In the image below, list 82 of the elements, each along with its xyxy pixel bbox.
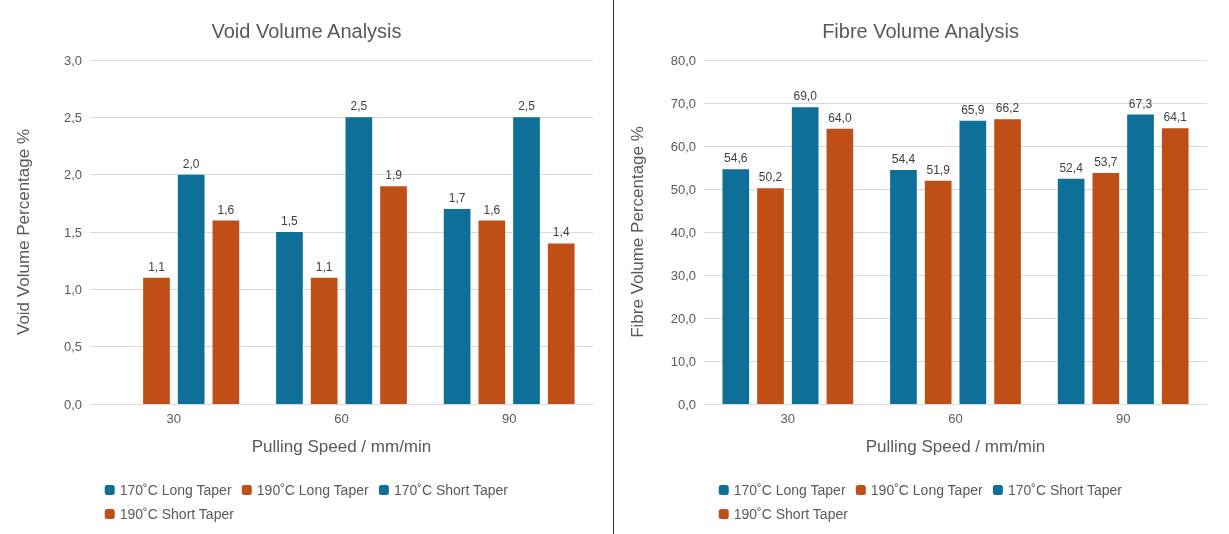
y-tick-label: 0,0 bbox=[63, 396, 82, 412]
bar bbox=[959, 120, 987, 404]
bar bbox=[212, 220, 240, 404]
data-label: 1,9 bbox=[385, 168, 403, 183]
x-tick-label: 60 bbox=[948, 411, 963, 426]
chart-title: Fibre Volume Analysis bbox=[822, 20, 1019, 42]
y-tick-label: 80,0 bbox=[670, 52, 696, 68]
y-tick-label: 2,5 bbox=[63, 109, 82, 125]
data-label: 1,6 bbox=[483, 202, 501, 217]
data-label: 69,0 bbox=[793, 89, 818, 104]
data-label: 52,4 bbox=[1059, 160, 1084, 175]
y-axis-title: Void Volume Percentage % bbox=[14, 128, 33, 336]
y-axis-title: Fibre Volume Percentage % bbox=[628, 126, 647, 338]
bar bbox=[1127, 114, 1154, 404]
bar bbox=[345, 117, 373, 404]
x-axis-title: Pulling Speed / mm/min bbox=[865, 437, 1046, 456]
x-tick-label: 90 bbox=[501, 411, 517, 426]
y-tick-label: 1,0 bbox=[63, 281, 82, 297]
bar bbox=[924, 180, 952, 404]
y-tick-label: 30,0 bbox=[670, 267, 696, 283]
y-tick-label: 0,5 bbox=[63, 339, 82, 355]
bar bbox=[722, 169, 750, 404]
data-label: 1,7 bbox=[448, 191, 466, 206]
data-label: 66,2 bbox=[995, 101, 1020, 116]
data-label: 1,1 bbox=[315, 259, 333, 274]
legend-label: 170˚C Short Taper bbox=[1007, 482, 1123, 498]
x-tick-label: 60 bbox=[334, 411, 349, 426]
data-label: 50,2 bbox=[758, 170, 783, 185]
bar bbox=[380, 186, 407, 404]
y-tick-label: 20,0 bbox=[670, 310, 696, 326]
legend-label: 170˚C Long Taper bbox=[119, 482, 232, 498]
bar bbox=[443, 209, 471, 404]
bar bbox=[547, 243, 575, 404]
data-label: 51,9 bbox=[926, 162, 951, 177]
bar bbox=[276, 232, 303, 404]
data-label: 54,6 bbox=[724, 151, 748, 166]
legend-label: 190˚C Long Taper bbox=[256, 482, 369, 498]
data-label: 2,5 bbox=[350, 99, 368, 114]
bar bbox=[1161, 128, 1189, 404]
bar bbox=[757, 188, 784, 404]
y-tick-label: 0,0 bbox=[677, 396, 696, 412]
legend-label: 190˚C Short Taper bbox=[119, 506, 235, 522]
data-label: 64,1 bbox=[1163, 110, 1188, 125]
y-tick-label: 70,0 bbox=[670, 95, 696, 111]
legend-label: 190˚C Short Taper bbox=[733, 506, 849, 522]
x-tick-label: 30 bbox=[166, 411, 182, 426]
bar bbox=[177, 174, 205, 404]
data-label: 1,5 bbox=[281, 214, 299, 228]
chart-title: Void Volume Analysis bbox=[211, 20, 402, 42]
bar bbox=[826, 128, 854, 404]
x-axis-title: Pulling Speed / mm/min bbox=[251, 437, 432, 456]
data-label: 1,6 bbox=[217, 202, 235, 217]
bar bbox=[1057, 178, 1085, 404]
data-label: 53,7 bbox=[1094, 155, 1118, 170]
bar bbox=[513, 117, 540, 404]
y-tick-label: 50,0 bbox=[670, 181, 696, 197]
data-label: 54,4 bbox=[891, 152, 916, 167]
data-label: 2,5 bbox=[518, 99, 536, 114]
y-tick-label: 3,0 bbox=[63, 52, 82, 68]
bar bbox=[1092, 173, 1120, 404]
bar bbox=[791, 107, 819, 404]
data-label: 65,9 bbox=[961, 102, 985, 117]
bar bbox=[143, 277, 170, 404]
y-tick-label: 1,5 bbox=[63, 224, 82, 240]
y-tick-label: 10,0 bbox=[670, 353, 696, 369]
y-tick-label: 40,0 bbox=[670, 224, 696, 240]
bar bbox=[478, 220, 506, 404]
bar bbox=[994, 119, 1021, 404]
legend-label: 190˚C Long Taper bbox=[870, 482, 983, 498]
bar bbox=[890, 170, 917, 404]
y-tick-label: 60,0 bbox=[670, 138, 696, 154]
data-label: 64,0 bbox=[828, 110, 852, 125]
data-label: 1,4 bbox=[552, 225, 570, 240]
legend-label: 170˚C Long Taper bbox=[733, 482, 846, 498]
y-tick-label: 2,0 bbox=[63, 167, 82, 183]
data-label: 2,0 bbox=[182, 156, 200, 171]
bar bbox=[310, 277, 338, 404]
data-label: 1,1 bbox=[148, 259, 166, 274]
x-tick-label: 90 bbox=[1115, 411, 1131, 426]
data-label: 67,3 bbox=[1128, 96, 1153, 111]
x-tick-label: 30 bbox=[780, 411, 796, 426]
legend-label: 170˚C Short Taper bbox=[393, 482, 509, 498]
